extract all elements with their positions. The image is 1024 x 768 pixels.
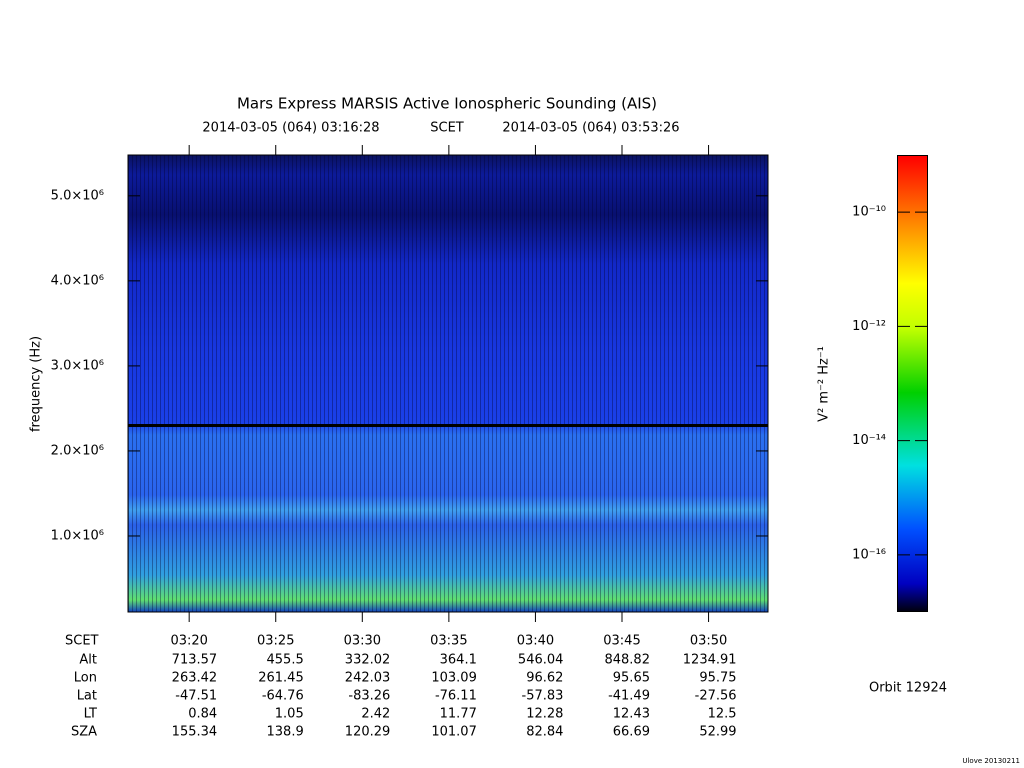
ephemeris-value: 138.9 (267, 725, 304, 740)
colorbar-tick-label: 10⁻¹⁰ (852, 205, 886, 220)
row-label: LT (84, 707, 97, 722)
ephemeris-value: 261.45 (258, 671, 304, 686)
chart-title: Mars Express MARSIS Active Ionospheric S… (237, 95, 657, 113)
ephemeris-value: 95.65 (613, 671, 650, 686)
ephemeris-value: 2.42 (361, 707, 390, 722)
ephemeris-value: -83.26 (348, 689, 390, 704)
ephemeris-value: 713.57 (172, 653, 218, 668)
orbit: Orbit 12924 (869, 681, 947, 696)
ephemeris-value: -27.56 (695, 689, 737, 704)
ephemeris-value: 120.29 (345, 725, 391, 740)
end-time: 2014-03-05 (064) 03:53:26 (502, 121, 679, 136)
ephemeris-value: 95.75 (699, 671, 736, 686)
time-system: SCET (430, 121, 464, 136)
ephemeris-value: 12.43 (613, 707, 650, 722)
ephemeris-value: 546.04 (518, 653, 564, 668)
ephemeris-value: 263.42 (172, 671, 218, 686)
ephemeris-value: -57.83 (522, 689, 564, 704)
plot-frame (127, 154, 769, 613)
ephemeris-value: 155.34 (172, 725, 218, 740)
y-tick-label: 1.0×10⁶ (51, 528, 104, 543)
credit: Ulove 20130211 (962, 757, 1020, 765)
ephemeris-value: 96.62 (526, 671, 563, 686)
ephemeris-value: 101.07 (431, 725, 477, 740)
ephemeris-value: 848.82 (604, 653, 650, 668)
ephemeris-value: 242.03 (345, 671, 391, 686)
row-label: Alt (79, 653, 97, 668)
x-tick-label: 03:30 (344, 634, 381, 649)
y-tick-label: 2.0×10⁶ (51, 443, 104, 458)
x-tick-label: 03:20 (170, 634, 207, 649)
y-tick-label: 3.0×10⁶ (51, 358, 104, 373)
ephemeris-value: 66.69 (613, 725, 650, 740)
y-axis-label: frequency (Hz) (29, 336, 44, 432)
ephemeris-value: 103.09 (431, 671, 477, 686)
ephemeris-value: 52.99 (699, 725, 736, 740)
row-label: Lat (77, 689, 97, 704)
colorbar-tick-label: 10⁻¹⁶ (852, 547, 886, 562)
row-label: Lon (74, 671, 97, 686)
ephemeris-value: 12.5 (708, 707, 737, 722)
ephemeris-value: -41.49 (608, 689, 650, 704)
row-label: SCET (65, 634, 99, 649)
ephemeris-value: 12.28 (526, 707, 563, 722)
colorbar-label: V² m⁻² Hz⁻¹ (817, 346, 832, 422)
colorbar-tick-label: 10⁻¹² (852, 319, 886, 334)
ephemeris-value: -64.76 (262, 689, 304, 704)
ephemeris-value: 1234.91 (683, 653, 737, 668)
ephemeris-value: 11.77 (440, 707, 477, 722)
row-label: SZA (71, 725, 97, 740)
y-tick-label: 4.0×10⁶ (51, 273, 104, 288)
ephemeris-value: 0.84 (188, 707, 217, 722)
ephemeris-value: 364.1 (440, 653, 477, 668)
start-time: 2014-03-05 (064) 03:16:28 (202, 121, 379, 136)
ephemeris-value: 455.5 (267, 653, 304, 668)
ephemeris-value: -47.51 (175, 689, 217, 704)
ephemeris-value: 82.84 (526, 725, 563, 740)
x-tick-label: 03:50 (690, 634, 727, 649)
ephemeris-value: 1.05 (275, 707, 304, 722)
y-tick-label: 5.0×10⁶ (51, 188, 104, 203)
x-tick-label: 03:40 (517, 634, 554, 649)
ephemeris-value: 332.02 (345, 653, 391, 668)
ephemeris-value: -76.11 (435, 689, 477, 704)
x-tick-label: 03:25 (257, 634, 294, 649)
colorbar-tick-label: 10⁻¹⁴ (852, 433, 886, 448)
x-tick-label: 03:35 (430, 634, 467, 649)
spectrogram-image (128, 155, 768, 612)
x-tick-label: 03:45 (603, 634, 640, 649)
colorbar (897, 155, 928, 612)
